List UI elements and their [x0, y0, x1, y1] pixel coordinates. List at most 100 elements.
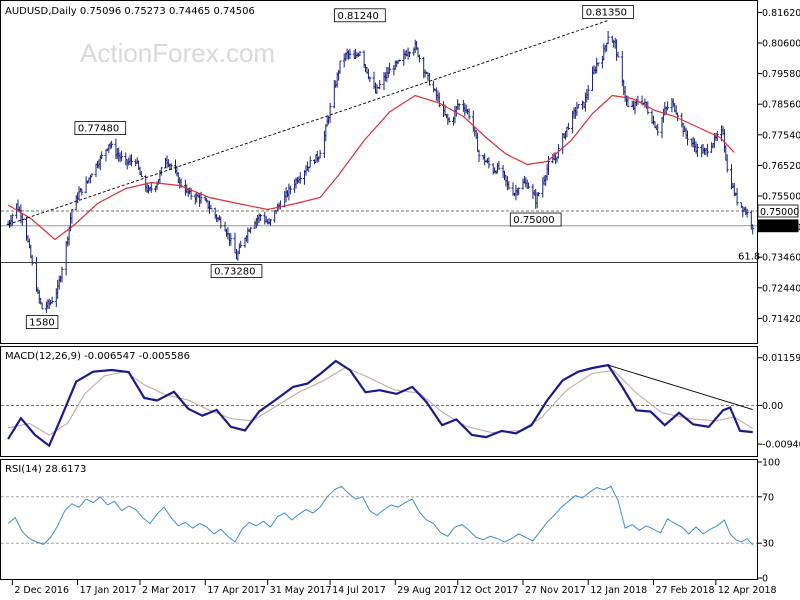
price-label-text: 0.77480: [78, 124, 119, 135]
x-tick-label: 12 Jan 2018: [590, 585, 647, 596]
price-tick-label: 0.79580: [762, 69, 800, 80]
ohlc-bar: [705, 143, 709, 157]
rsi-plot: 100 70 30 0: [1, 458, 780, 585]
price-tick-label: 0.77540: [762, 130, 800, 141]
ohlc-bar: [249, 227, 253, 234]
ohlc-bar: [666, 101, 670, 111]
axis-price-text: 0.75000: [760, 207, 799, 218]
price-label-box: [334, 8, 386, 23]
ohlc-bar: [328, 102, 332, 123]
ohlc-bar: [100, 151, 104, 160]
ohlc-bar: [586, 85, 590, 100]
price-overlay: 0.81240 0.81350 0.77480 0.75000 0.73280 1580: [7, 5, 735, 330]
x-tick-label: 2 Dec 2016: [14, 585, 69, 596]
macd-tick-label: -0.009408: [762, 440, 800, 451]
ohlc-bar: [507, 180, 511, 190]
ohlc-bar: [90, 173, 94, 178]
macd-signal-line: [7, 366, 754, 436]
ohlc-bar: [427, 72, 431, 86]
rsi-tick-label: 30: [762, 539, 774, 550]
rsi-tick-label: 70: [762, 492, 774, 503]
ohlc-bar: [606, 31, 610, 45]
price-label-text: 0.81350: [586, 8, 627, 19]
ohlc-bar: [368, 76, 372, 82]
x-tick-label: 17 Apr 2017: [207, 585, 266, 596]
ohlc-bar: [104, 149, 108, 162]
ohlc-bar: [120, 150, 124, 162]
x-tick-label: 12 Oct 2017: [460, 585, 519, 596]
price-bars: [6, 31, 755, 314]
ohlc-bar: [467, 108, 471, 120]
ohlc-bar: [318, 150, 322, 159]
ohlc-bar: [676, 112, 680, 122]
ohlc-bar: [576, 104, 580, 109]
ohlc-bar: [70, 208, 74, 224]
trendline: [7, 20, 609, 225]
ohlc-bar: [735, 188, 739, 206]
fib-label: 61.8: [738, 252, 760, 263]
ohlc-bar: [497, 160, 501, 171]
x-tick-label: 17 Jan 2017: [80, 585, 137, 596]
ohlc-bar: [566, 122, 570, 130]
macd-tick-label: 0.00: [762, 401, 783, 412]
ohlc-bar: [60, 266, 64, 283]
ohlc-bar: [616, 51, 620, 58]
macd-trendline: [607, 364, 753, 410]
x-tick-label: 2 Mar 2017: [142, 585, 196, 596]
rsi-tick-label: 0: [762, 574, 768, 585]
ohlc-bar: [219, 216, 223, 229]
ohlc-bar: [10, 213, 14, 226]
price-label-text: 0.81240: [338, 11, 379, 22]
price-tick-label: 0.71420: [762, 314, 800, 325]
macd-title: MACD(12,26,9) -0.006547 -0.005586: [5, 351, 190, 362]
ohlc-bar: [378, 80, 382, 90]
ohlc-bar: [149, 181, 153, 193]
price-label-text: 0.73280: [214, 267, 255, 278]
price-tick-label: 0.76520: [762, 161, 800, 172]
price-y-axis: 0.81620 0.80600 0.79580 0.78560 0.77540 0.765…: [757, 8, 800, 325]
price-tick-label: 0.73460: [762, 253, 800, 264]
price-label-box: [210, 264, 263, 279]
x-tick-label: 27 Nov 2017: [525, 585, 586, 596]
ohlc-bar: [209, 204, 213, 210]
ohlc-bar: [358, 51, 362, 56]
x-tick-label: 31 May 2017: [270, 585, 332, 596]
ohlc-bar: [686, 130, 689, 146]
ohlc-bar: [417, 54, 421, 63]
ohlc-bar: [487, 157, 491, 169]
price-label-box: [582, 5, 634, 19]
x-axis: 2 Dec 2016 17 Jan 2017 2 Mar 2017 17 Apr 20…: [11, 580, 777, 596]
price-tick-label: 0.81620: [762, 8, 800, 19]
ohlc-bar: [615, 39, 619, 61]
ohlc-bar: [229, 233, 233, 246]
ohlc-bar: [388, 62, 392, 74]
ohlc-bar: [537, 192, 541, 197]
ohlc-bar: [348, 48, 352, 60]
rsi-tick-label: 100: [762, 458, 780, 469]
macd-plot: 0.01159 0.00 -0.009408: [1, 353, 800, 451]
ohlc-bar: [269, 219, 272, 226]
price-label-text: 0.75000: [513, 215, 554, 226]
macd-line: [7, 359, 753, 448]
ohlc-bar: [527, 182, 531, 189]
ohlc-bar: [398, 59, 402, 62]
price-tick-label: 0.80600: [762, 39, 800, 50]
price-tick-label: 0.72440: [762, 283, 800, 294]
price-label-box: [509, 212, 562, 227]
price-panel-frame: [0, 0, 758, 344]
x-tick-label: 14 Jul 2017: [332, 585, 386, 596]
ohlc-bar: [437, 92, 441, 108]
x-tick-label: 29 Aug 2017: [397, 585, 458, 596]
price-label-box: [25, 315, 59, 330]
ohlc-bar: [725, 154, 729, 173]
ohlc-bar: [30, 254, 34, 266]
moving-average-line: [7, 94, 735, 241]
ohlc-bar: [288, 185, 292, 195]
ohlc-bar: [695, 143, 699, 158]
ohlc-bar: [259, 214, 263, 221]
ohlc-bar: [547, 156, 550, 175]
ohlc-bar: [656, 123, 660, 136]
rsi-panel-frame: [0, 459, 758, 580]
rsi-title: RSI(14) 28.6173: [5, 464, 86, 475]
